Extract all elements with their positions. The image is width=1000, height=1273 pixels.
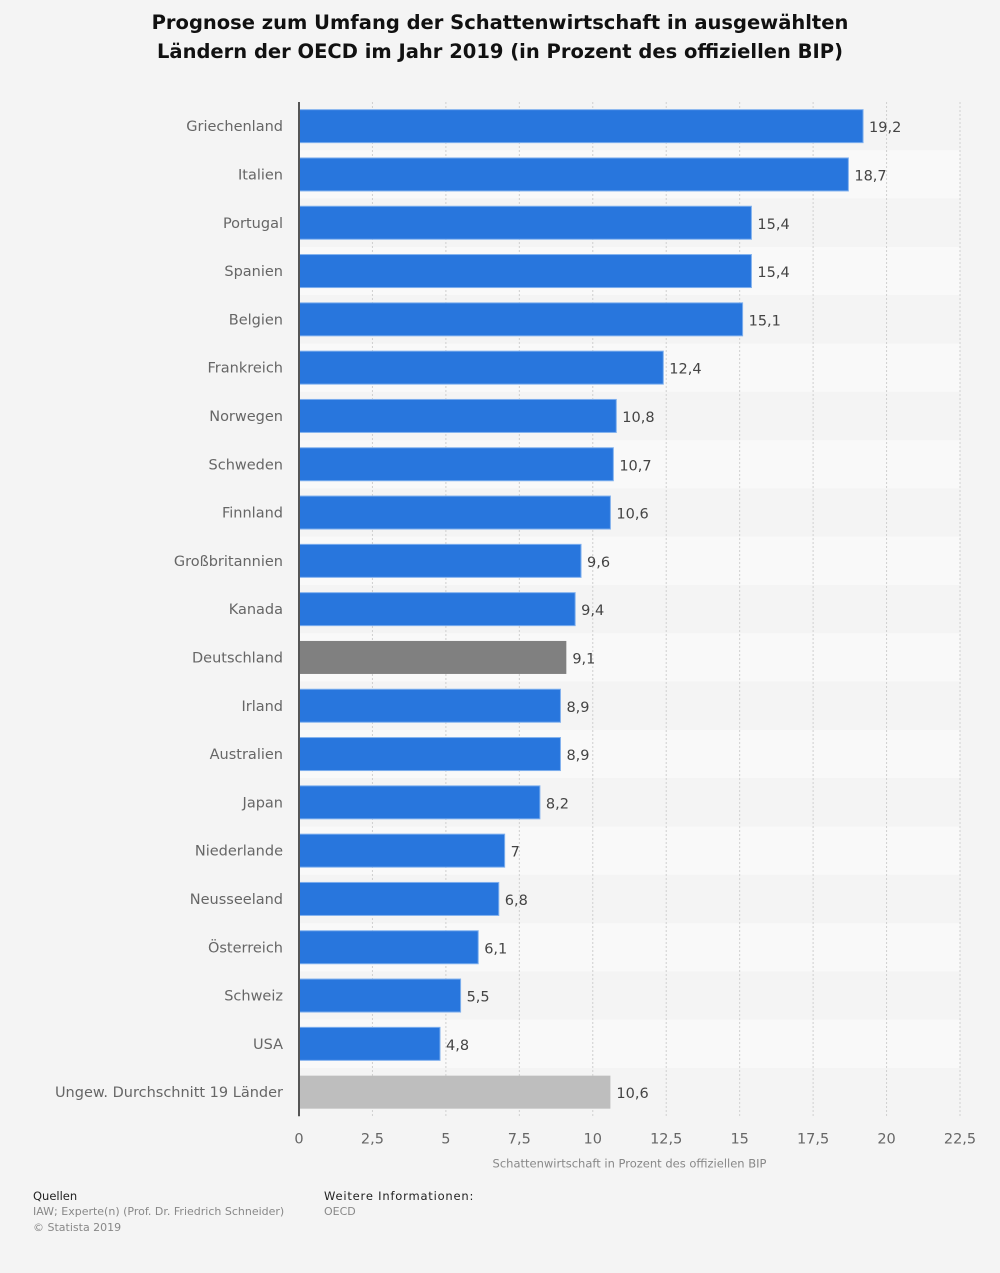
footer-sources: Quellen IAW; Experte(n) (Prof. Dr. Fried… xyxy=(33,1188,284,1236)
bar[interactable] xyxy=(299,1075,611,1109)
sources-text: IAW; Experte(n) (Prof. Dr. Friedrich Sch… xyxy=(33,1205,285,1218)
chart-title-line-2: Ländern der OECD im Jahr 2019 (in Prozen… xyxy=(157,40,843,63)
bar[interactable] xyxy=(298,350,664,385)
x-tick-label: 0 xyxy=(294,1131,303,1147)
value-label: 8,9 xyxy=(566,700,589,716)
chart-title: Prognose zum Umfang der Schattenwirtscha… xyxy=(0,8,1000,66)
chart-title-line-1: Prognose zum Umfang der Schattenwirtscha… xyxy=(151,11,849,34)
value-label: 9,1 xyxy=(572,651,595,667)
category-label: Belgien xyxy=(229,312,283,328)
category-label: Frankreich xyxy=(208,361,283,377)
category-label: Österreich xyxy=(208,938,283,956)
category-label: Irland xyxy=(241,699,283,715)
x-tick-label: 5 xyxy=(441,1131,450,1147)
x-tick-label: 10 xyxy=(584,1131,602,1147)
bar[interactable] xyxy=(298,495,611,530)
category-label: Griechenland xyxy=(186,119,283,135)
category-label: Ungew. Durchschnitt 19 Länder xyxy=(55,1085,283,1101)
category-label: Australien xyxy=(210,747,283,763)
category-label: Neusseeland xyxy=(190,892,283,908)
x-tick-label: 22,5 xyxy=(944,1131,976,1147)
bars xyxy=(298,109,864,1109)
footer-more-info: Weitere Informationen: OECD xyxy=(324,1188,474,1220)
bar[interactable] xyxy=(298,833,506,868)
x-axis-title: Schattenwirtschaft in Prozent des offizi… xyxy=(493,1156,767,1170)
more-info-text: OECD xyxy=(324,1205,356,1218)
value-label: 10,7 xyxy=(619,458,651,474)
bar[interactable] xyxy=(298,688,561,723)
bar[interactable] xyxy=(298,1026,441,1061)
bar[interactable] xyxy=(298,978,462,1013)
value-label: 19,2 xyxy=(869,120,901,136)
category-label: Finnland xyxy=(222,506,283,522)
value-label: 8,9 xyxy=(566,748,589,764)
value-label: 6,1 xyxy=(484,941,507,957)
x-tick-label: 7,5 xyxy=(508,1131,531,1147)
bar[interactable] xyxy=(298,109,864,144)
bar[interactable] xyxy=(298,737,561,772)
value-labels: 19,2 18,7 15,4 15,4 15,1 12,4 10,8 10,7 10,6 9,6 9… xyxy=(446,120,901,1102)
value-label: 6,8 xyxy=(505,893,528,909)
value-label: 9,6 xyxy=(587,555,610,571)
value-label: 7 xyxy=(511,845,520,861)
bar[interactable] xyxy=(298,398,617,433)
bar[interactable] xyxy=(298,881,500,916)
value-label: 4,8 xyxy=(446,1038,469,1054)
bar[interactable] xyxy=(298,205,752,240)
bar[interactable] xyxy=(298,157,849,192)
category-label: Deutschland xyxy=(192,650,283,666)
value-label: 10,6 xyxy=(616,507,648,523)
value-label: 18,7 xyxy=(854,168,886,184)
x-tick-label: 20 xyxy=(877,1131,895,1147)
bar[interactable] xyxy=(298,302,744,337)
x-tick-labels: 0 2,5 5 7,5 10 12,5 15 17,5 20 22,5 xyxy=(294,1131,976,1147)
bar[interactable] xyxy=(298,930,479,965)
category-label: Italien xyxy=(238,167,283,183)
category-label: Spanien xyxy=(224,264,283,280)
value-label: 10,6 xyxy=(616,1086,648,1102)
category-label: Kanada xyxy=(229,602,283,618)
category-label: Schweiz xyxy=(224,989,283,1005)
more-info-heading: Weitere Informationen: xyxy=(324,1189,475,1203)
bar[interactable] xyxy=(298,785,541,820)
category-label: USA xyxy=(253,1037,283,1053)
x-tick-label: 17,5 xyxy=(797,1131,829,1147)
x-tick-label: 2,5 xyxy=(361,1131,384,1147)
category-label: Portugal xyxy=(223,216,283,232)
value-label: 12,4 xyxy=(669,362,701,378)
bar[interactable] xyxy=(299,640,567,674)
value-label: 15,4 xyxy=(757,217,789,233)
category-label: Japan xyxy=(242,795,283,811)
category-label: Norwegen xyxy=(209,409,283,425)
x-tick-label: 15 xyxy=(730,1131,748,1147)
value-label: 9,4 xyxy=(581,603,604,619)
category-label: Niederlande xyxy=(195,844,283,860)
value-label: 15,1 xyxy=(749,313,781,329)
category-label: Großbritannien xyxy=(174,554,283,570)
value-label: 15,4 xyxy=(757,265,789,281)
category-label: Schweden xyxy=(209,457,283,473)
value-label: 10,8 xyxy=(622,410,654,426)
sources-heading: Quellen xyxy=(33,1189,78,1203)
bar[interactable] xyxy=(298,543,582,578)
bar[interactable] xyxy=(298,447,614,482)
category-labels: Griechenland Italien Portugal Spanien Belgie… xyxy=(55,119,283,1101)
bar[interactable] xyxy=(298,254,752,289)
value-label: 5,5 xyxy=(467,990,490,1006)
bar[interactable] xyxy=(298,592,576,627)
value-label: 8,2 xyxy=(546,796,569,812)
x-tick-label: 12,5 xyxy=(650,1131,682,1147)
bar-chart: Griechenland Italien Portugal Spanien Belgie… xyxy=(55,102,976,1170)
copyright: © Statista 2019 xyxy=(33,1221,122,1234)
